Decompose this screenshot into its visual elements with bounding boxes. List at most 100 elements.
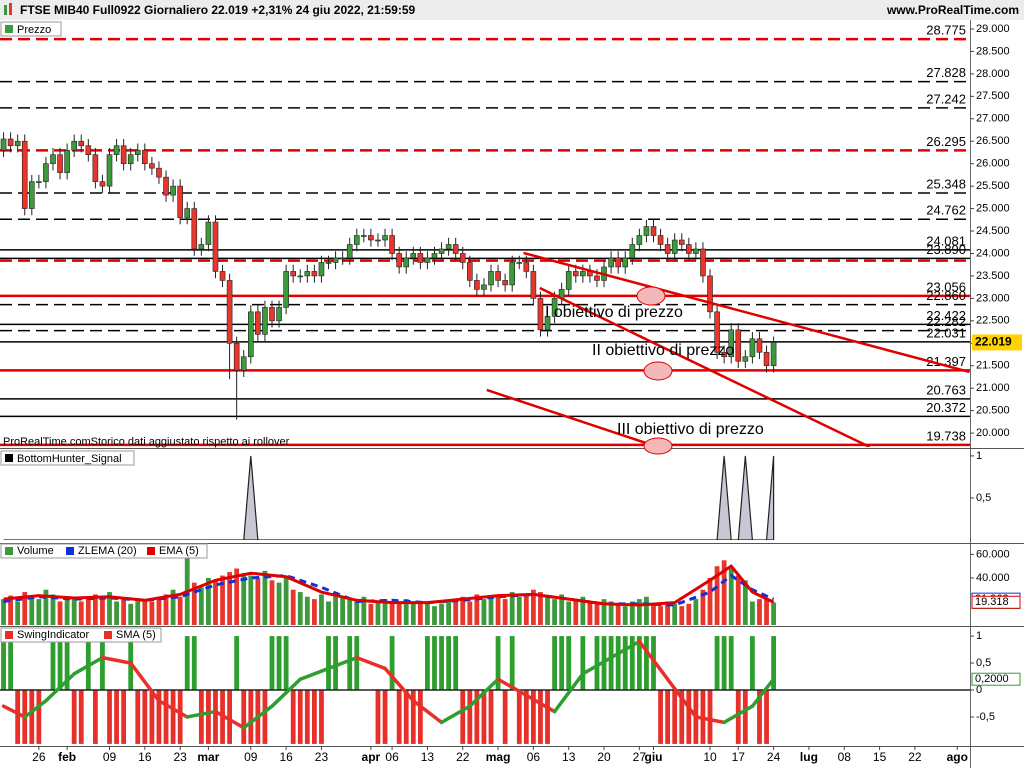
annotation: III obiettivo di prezzo — [617, 421, 764, 438]
bar — [15, 690, 21, 744]
bar — [389, 636, 395, 691]
header-bar — [0, 0, 1024, 20]
line — [3, 573, 775, 607]
candle-body — [721, 351, 727, 358]
level-label: 21.397 — [926, 354, 966, 369]
x-tick-label: 13 — [562, 750, 576, 764]
x-tick-label: 23 — [315, 750, 329, 764]
line-segment — [298, 666, 331, 681]
bar — [262, 690, 268, 744]
trend-line — [523, 251, 970, 374]
last-value-label: 0,2000 — [975, 673, 1009, 685]
bar — [135, 690, 141, 744]
bar — [410, 601, 416, 625]
line-segment — [496, 677, 529, 698]
bar — [382, 690, 388, 744]
header-icon — [4, 5, 7, 15]
bar — [319, 690, 324, 744]
bar — [107, 690, 112, 744]
line-segment — [44, 672, 76, 703]
bar — [566, 636, 572, 691]
legend-swatch — [5, 631, 13, 639]
bar — [700, 589, 706, 625]
bar — [432, 636, 437, 691]
level-label: 25.348 — [926, 176, 966, 191]
x-tick-label: 09 — [244, 750, 258, 764]
bar — [559, 636, 565, 691]
bar — [220, 575, 225, 625]
y-tick-label: 27.500 — [976, 90, 1010, 102]
level-label: 22.860 — [926, 288, 966, 303]
candle-body — [410, 253, 417, 259]
bar — [622, 606, 628, 625]
x-tick-label: 13 — [421, 750, 435, 764]
legend-label: Volume — [17, 545, 54, 557]
candle-body — [339, 257, 346, 260]
last-value-label: 19.318 — [975, 596, 1009, 608]
bar — [707, 577, 713, 625]
bar — [184, 552, 190, 625]
y-tick-label: 0,5 — [976, 657, 991, 669]
y-tick-label: 28.000 — [976, 68, 1010, 80]
candle-body — [523, 262, 530, 272]
level-label: 22.422 — [926, 308, 966, 323]
bar — [85, 636, 91, 691]
bar — [29, 690, 35, 744]
y-tick-label: 25.500 — [976, 180, 1010, 192]
legends: Prezzo BottomHunter_Signal Volume ZLEMA … — [0, 21, 208, 643]
bar — [446, 601, 452, 625]
candle-body — [396, 253, 402, 268]
bar — [735, 575, 741, 625]
bar — [311, 599, 317, 625]
candle-body — [650, 226, 657, 236]
bar — [417, 603, 423, 625]
bar — [636, 636, 642, 691]
bar — [29, 596, 35, 625]
bar — [184, 636, 190, 691]
bar — [375, 601, 381, 625]
bar — [100, 596, 105, 625]
line-segment — [157, 699, 189, 719]
bar — [509, 636, 515, 691]
bar — [36, 690, 42, 744]
bar — [601, 599, 607, 625]
line-segment — [665, 677, 698, 719]
line-segment — [383, 666, 416, 703]
x-tick-label: feb — [58, 750, 76, 764]
bar — [290, 690, 296, 744]
y-tick-label: 20.500 — [976, 405, 1010, 417]
bar — [750, 601, 755, 625]
bar — [389, 603, 395, 625]
x-tick-label: mar — [197, 750, 219, 764]
candle-body — [445, 244, 452, 250]
bar — [361, 596, 367, 625]
candle-body — [622, 257, 629, 268]
candle-body — [417, 253, 424, 263]
bar — [509, 592, 515, 625]
y-tick-label: 25.000 — [976, 202, 1010, 214]
bar — [85, 599, 91, 625]
y-tick-label: 21.000 — [976, 382, 1010, 394]
bar — [545, 690, 550, 744]
line-segment — [128, 661, 161, 703]
bar — [516, 596, 522, 625]
candle-body — [615, 257, 621, 268]
x-tick-label: 17 — [732, 750, 746, 764]
bar — [495, 636, 501, 691]
candle-body — [14, 140, 21, 147]
target-marker — [643, 437, 673, 455]
annotations: I obiettivo di prezzo II obiettivo di pr… — [3, 286, 764, 455]
bar — [43, 589, 49, 625]
candle-body — [21, 140, 28, 209]
candle-body — [693, 248, 699, 254]
bar — [276, 636, 282, 691]
line-segment — [270, 677, 303, 708]
candle-body — [184, 208, 191, 218]
bar — [728, 568, 734, 625]
candle-body — [262, 307, 268, 335]
candle-body — [678, 239, 685, 245]
bar — [672, 603, 678, 625]
candle-body — [664, 244, 671, 254]
candle-body — [226, 280, 233, 344]
bar — [149, 601, 155, 625]
